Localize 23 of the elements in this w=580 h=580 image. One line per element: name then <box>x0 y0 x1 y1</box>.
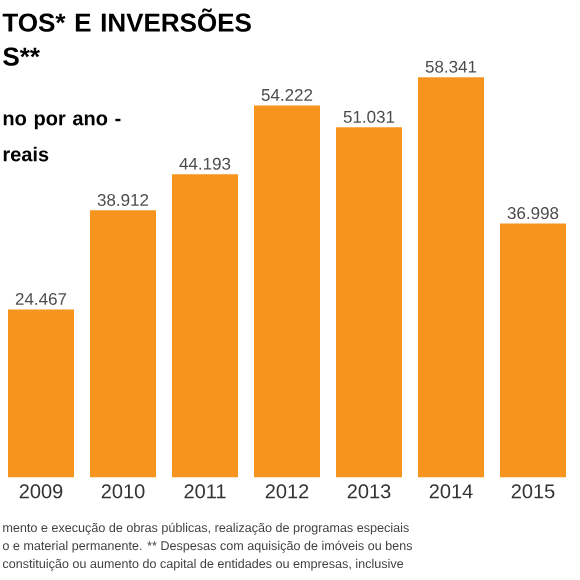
data-label: 36.998 <box>507 207 559 220</box>
x-tick-label: 2013 <box>347 484 391 499</box>
x-tick-label: 2011 <box>184 484 226 499</box>
bar <box>90 210 156 478</box>
x-tick-label: 2015 <box>511 484 555 499</box>
data-label: 44.193 <box>179 157 231 170</box>
bar <box>8 309 74 478</box>
bar <box>499 223 566 478</box>
data-label: 51.031 <box>343 110 395 123</box>
x-tick-label: 2014 <box>429 484 473 499</box>
bar <box>171 174 238 478</box>
bar <box>335 127 402 478</box>
x-tick-label: 2010 <box>101 484 145 499</box>
data-label: 58.341 <box>425 60 477 73</box>
bar <box>417 77 484 478</box>
x-tick-label: 2009 <box>19 484 63 499</box>
data-label: 54.222 <box>261 88 313 101</box>
chart-title: TOS* E INVERSÕES S** <box>2 8 251 66</box>
x-tick-label: 2012 <box>265 484 309 499</box>
text: no por ano - reais <box>3 114 121 162</box>
data-label: 38.912 <box>97 193 149 206</box>
data-label: 24.467 <box>15 292 67 305</box>
bar <box>253 105 320 478</box>
